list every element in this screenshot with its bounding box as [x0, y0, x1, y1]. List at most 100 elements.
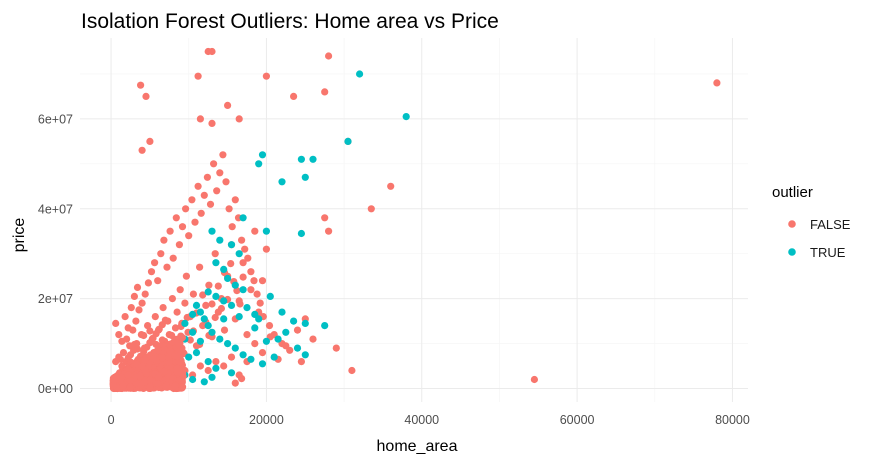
data-point-true	[258, 151, 267, 159]
legend-key-false	[788, 220, 796, 228]
legend-key-true	[788, 248, 796, 256]
data-point-false	[256, 299, 264, 307]
data-point-true	[204, 358, 212, 366]
data-point-true	[321, 322, 329, 330]
data-point-true	[262, 337, 270, 345]
plot-grid	[80, 38, 748, 402]
data-point-true	[282, 328, 290, 336]
legend-label-false: FALSE	[810, 217, 851, 232]
data-point-false	[208, 300, 216, 308]
data-point-true	[227, 241, 236, 249]
data-point-false	[138, 146, 146, 154]
data-point-false	[282, 342, 290, 350]
x-tick-label: 0	[108, 413, 115, 427]
data-point-false	[321, 214, 329, 222]
data-point-true	[189, 375, 197, 384]
data-point-false	[178, 334, 186, 342]
data-point-true	[344, 137, 352, 145]
data-point-false	[127, 304, 135, 312]
data-point-false	[138, 299, 146, 307]
data-point-false	[142, 92, 150, 100]
data-point-false	[228, 223, 236, 231]
data-point-false	[293, 326, 302, 334]
data-point-true	[301, 351, 309, 359]
x-tick-label: 20000	[249, 413, 284, 427]
data-point-false	[309, 335, 317, 343]
data-point-false	[124, 371, 132, 379]
data-point-true	[239, 286, 247, 294]
data-point-false	[147, 268, 156, 276]
data-point-true	[290, 317, 298, 325]
data-point-false	[197, 209, 205, 217]
data-point-false	[191, 218, 199, 226]
data-point-false	[325, 52, 333, 60]
data-point-false	[160, 236, 168, 244]
data-point-false	[119, 382, 127, 390]
data-point-false	[265, 322, 274, 330]
data-point-true	[220, 297, 228, 305]
data-point-false	[115, 353, 123, 361]
data-point-false	[178, 223, 187, 231]
data-point-true	[231, 281, 239, 289]
data-point-true	[251, 324, 259, 332]
data-point-false	[239, 273, 247, 281]
data-point-false	[217, 304, 225, 313]
data-point-false	[348, 366, 356, 375]
data-point-false	[251, 340, 259, 348]
data-point-false	[216, 169, 224, 177]
data-point-false	[117, 374, 125, 382]
data-point-false	[247, 268, 255, 276]
data-point-true	[235, 313, 243, 321]
data-point-false	[166, 227, 174, 235]
data-point-false	[713, 79, 721, 87]
data-point-false	[227, 260, 235, 268]
data-point-false	[203, 173, 211, 181]
data-point-false	[171, 382, 179, 390]
data-point-true	[227, 369, 236, 377]
data-point-false	[321, 88, 329, 96]
data-point-false	[175, 358, 183, 366]
data-point-true	[231, 344, 239, 352]
data-point-false	[194, 72, 202, 80]
data-point-false	[154, 277, 162, 285]
data-point-true	[196, 308, 204, 316]
data-point-false	[262, 72, 270, 80]
data-point-false	[530, 375, 539, 384]
data-point-false	[210, 160, 218, 168]
data-point-true	[192, 301, 201, 309]
data-point-false	[251, 227, 259, 235]
data-point-false	[200, 191, 208, 199]
data-point-false	[146, 137, 154, 145]
data-point-false	[290, 92, 298, 100]
data-point-false	[124, 324, 132, 332]
data-point-true	[189, 328, 197, 336]
data-point-false	[208, 47, 216, 56]
data-point-false	[247, 286, 255, 294]
data-point-false	[121, 313, 129, 321]
data-point-false	[176, 286, 184, 294]
data-point-false	[109, 381, 118, 389]
data-point-true	[247, 355, 255, 363]
data-point-false	[211, 250, 219, 258]
data-point-true	[220, 315, 228, 323]
legend: outlier FALSE TRUE	[772, 184, 851, 260]
data-point-false	[172, 214, 180, 222]
data-point-true	[208, 328, 216, 336]
data-point-false	[154, 373, 163, 381]
data-point-true	[216, 236, 224, 244]
data-point-false	[146, 383, 154, 391]
data-point-false	[236, 300, 244, 308]
data-point-true	[239, 214, 247, 222]
data-point-true	[255, 160, 263, 168]
data-point-false	[367, 205, 375, 213]
data-point-false	[238, 236, 246, 244]
data-point-false	[171, 324, 180, 332]
data-point-false	[387, 182, 395, 190]
data-point-false	[175, 241, 183, 249]
data-point-false	[239, 259, 247, 267]
data-point-true	[297, 155, 305, 163]
data-point-false	[126, 383, 134, 391]
data-point-false	[161, 316, 169, 324]
data-point-false	[146, 376, 154, 384]
y-tick-label: 4e+07	[38, 202, 73, 216]
